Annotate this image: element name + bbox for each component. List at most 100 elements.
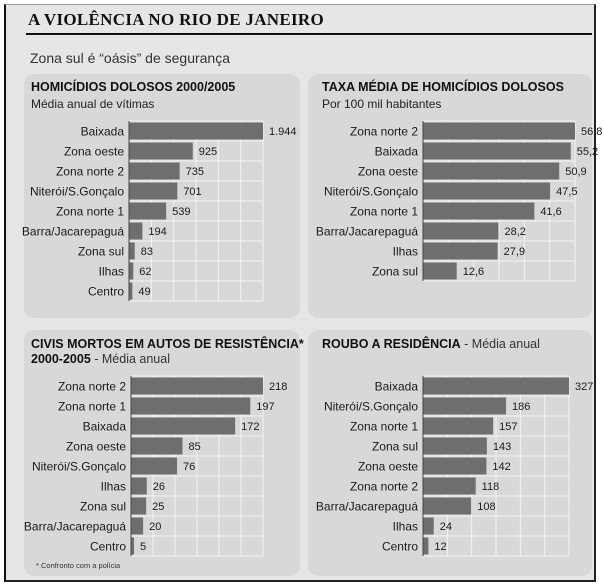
category-label-roubo: Centro [382, 539, 418, 553]
value-label-roubo: 118 [482, 481, 500, 493]
panel-civis-subtitle: 2000-2005 - Média anual [31, 352, 170, 367]
bar-roubo [423, 537, 429, 555]
bar-homicidios [129, 242, 135, 260]
value-label-civis: 26 [153, 481, 165, 493]
category-label-taxa: Ilhas [393, 244, 418, 258]
category-label-roubo: Baixada [375, 379, 419, 393]
bar-civis [131, 377, 263, 395]
category-label-taxa: Zona norte 1 [350, 204, 418, 218]
main-subtitle: Zona sul é “oásis” de segurança [30, 50, 230, 66]
category-label-taxa: Barra/Jacarepaguá [316, 224, 418, 238]
category-label-roubo: Niterói/S.Gonçalo [324, 399, 418, 413]
bar-civis [131, 457, 178, 475]
title-rule [26, 33, 592, 35]
bar-taxa [423, 222, 499, 240]
category-label-taxa: Niterói/S.Gonçalo [324, 184, 418, 198]
bar-homicidios [129, 182, 178, 200]
value-label-taxa: 41,6 [540, 206, 561, 218]
panel-roubo-subtitle: - Média anual [460, 337, 540, 351]
value-label-homicidios: 83 [141, 246, 153, 258]
value-label-roubo: 108 [477, 501, 495, 513]
panel-civis-subtitle-light: - Média anual [90, 352, 170, 366]
value-label-roubo: 186 [512, 401, 530, 413]
category-label-civis: Zona oeste [66, 439, 126, 453]
category-label-roubo: Ilhas [393, 519, 418, 533]
category-label-homicidios: Baixada [81, 124, 125, 138]
bar-taxa [423, 242, 498, 260]
category-label-homicidios: Centro [88, 284, 124, 298]
bar-taxa [423, 202, 535, 220]
category-label-taxa: Zona oeste [358, 164, 418, 178]
value-label-homicidios: 701 [183, 186, 201, 198]
value-label-civis: 218 [269, 381, 287, 393]
category-label-civis: Barra/Jacarepaguá [24, 519, 126, 533]
value-label-taxa: 28,2 [504, 226, 525, 238]
category-label-homicidios: Zona norte 2 [56, 164, 124, 178]
bar-taxa [423, 162, 560, 180]
category-label-homicidios: Barra/Jacarepaguá [22, 224, 124, 238]
bar-roubo [423, 437, 487, 455]
panel-taxa-title: TAXA MÉDIA DE HOMICÍDIOS DOLOSOS [322, 80, 564, 94]
value-label-civis: 20 [149, 521, 161, 533]
category-label-civis: Baixada [83, 419, 127, 433]
value-label-civis: 85 [188, 441, 200, 453]
bar-roubo [423, 477, 476, 495]
bar-homicidios [129, 202, 167, 220]
bar-homicidios [129, 122, 263, 140]
category-label-homicidios: Zona norte 1 [56, 204, 124, 218]
value-label-homicidios: 539 [172, 206, 190, 218]
value-label-roubo: 24 [440, 521, 452, 533]
value-label-roubo: 327 [575, 381, 593, 393]
value-label-taxa: 50,9 [565, 166, 586, 178]
category-label-civis: Centro [90, 539, 126, 553]
value-label-civis: 172 [241, 421, 259, 433]
category-label-roubo: Zona oeste [358, 459, 418, 473]
bar-roubo [423, 397, 507, 415]
value-label-homicidios: 1.944 [269, 126, 297, 138]
value-label-homicidios: 925 [199, 146, 217, 158]
value-label-homicidios: 49 [138, 286, 150, 298]
panel-homicidios-title: HOMICÍDIOS DOLOSOS 2000/2005 [31, 80, 236, 94]
category-label-civis: Zona norte 1 [58, 399, 126, 413]
category-label-roubo: Barra/Jacarepaguá [316, 499, 418, 513]
bar-taxa [423, 262, 457, 280]
value-label-civis: 25 [152, 501, 164, 513]
panel-homicidios-subtitle: Média anual de vítimas [31, 97, 155, 111]
category-label-roubo: Zona norte 1 [350, 419, 418, 433]
bar-civis [131, 537, 135, 555]
panel-civis-subtitle-bold: 2000-2005 [31, 352, 91, 366]
value-label-taxa: 56,8 [581, 126, 602, 138]
panel-taxa-subtitle: Por 100 mil habitantes [322, 97, 442, 111]
bar-civis [131, 437, 183, 455]
panel-civis-title: CIVIS MORTOS EM AUTOS DE RESISTÊNCIA* [31, 337, 304, 351]
category-label-taxa: Baixada [375, 144, 419, 158]
category-label-homicidios: Zona oeste [64, 144, 124, 158]
category-label-roubo: Zona norte 2 [350, 479, 418, 493]
bar-roubo [423, 377, 569, 395]
category-label-roubo: Zona sul [372, 439, 418, 453]
bar-civis [131, 497, 147, 515]
value-label-civis: 5 [140, 541, 146, 553]
category-label-homicidios: Niterói/S.Gonçalo [30, 184, 124, 198]
bar-homicidios [129, 282, 133, 300]
bar-civis [131, 477, 147, 495]
value-label-civis: 197 [256, 401, 274, 413]
bar-taxa [423, 122, 575, 140]
footnote: * Confronto com a polícia [36, 561, 121, 570]
bar-homicidios [129, 262, 134, 280]
bar-civis [131, 417, 236, 435]
category-label-taxa: Zona sul [372, 264, 418, 278]
value-label-homicidios: 735 [186, 166, 204, 178]
value-label-taxa: 27,9 [504, 246, 525, 258]
category-label-homicidios: Ilhas [99, 264, 124, 278]
category-label-homicidios: Zona sul [78, 244, 124, 258]
panel-roubo-title: ROUBO A RESIDÊNCIA - Média anual [322, 337, 540, 352]
value-label-taxa: 55,2 [577, 146, 598, 158]
bar-homicidios [129, 222, 143, 240]
bar-taxa [423, 182, 551, 200]
main-title: A VIOLÊNCIA NO RIO DE JANEIRO [28, 10, 325, 29]
category-label-civis: Zona norte 2 [58, 379, 126, 393]
